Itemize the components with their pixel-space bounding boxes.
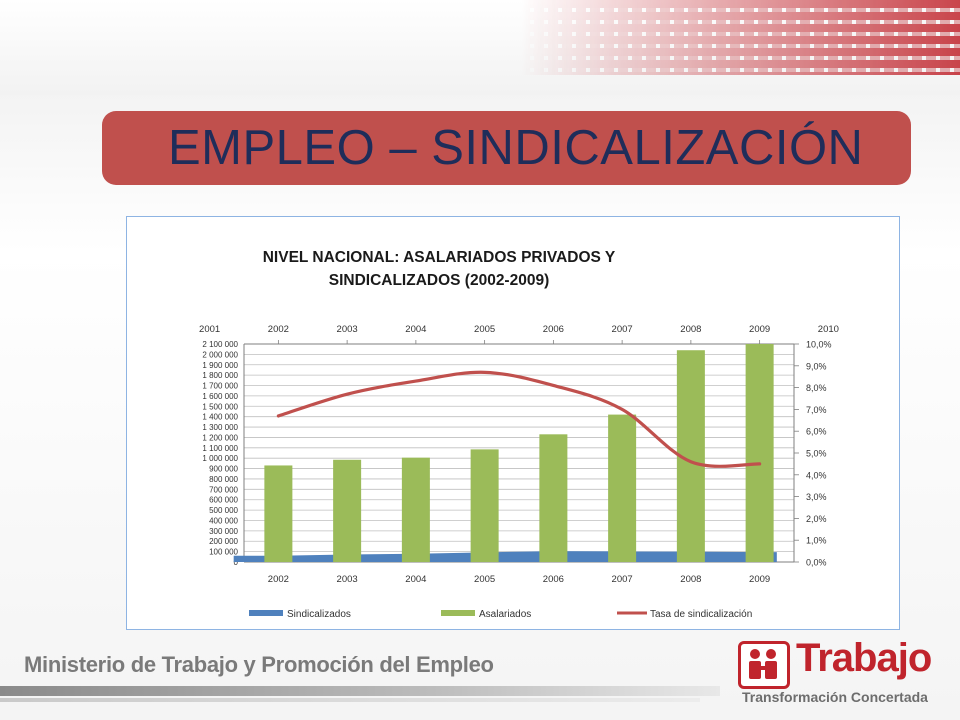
y2-tick-label: 9,0%	[806, 361, 827, 371]
y2-tick-label: 1,0%	[806, 536, 827, 546]
y-tick-label: 0	[234, 558, 239, 567]
footer-rule	[0, 686, 720, 696]
x-tick-label: 2007	[612, 574, 633, 585]
x-tick-label: 2009	[749, 574, 770, 585]
x-tick-label: 2006	[543, 574, 564, 585]
y2-tick-label: 8,0%	[806, 383, 827, 393]
legend-swatch	[249, 610, 283, 616]
footer-rule-secondary	[0, 698, 700, 702]
chart-frame: NIVEL NACIONAL: ASALARIADOS PRIVADOS Y S…	[126, 216, 900, 630]
x2-tick-label: 2008	[680, 324, 701, 335]
y2-tick-label: 2,0%	[806, 514, 827, 524]
x2-tick-label: 2005	[474, 324, 495, 335]
x2-tick-label: 2001	[199, 324, 220, 335]
asalariados-bar	[333, 459, 362, 562]
y-tick-label: 2 100 000	[202, 340, 238, 349]
y-tick-label: 300 000	[209, 527, 238, 536]
title-banner	[102, 111, 911, 185]
y2-tick-label: 5,0%	[806, 449, 827, 459]
x-tick-label: 2003	[337, 574, 358, 585]
x2-tick-label: 2007	[612, 324, 633, 335]
asalariados-bar	[401, 457, 430, 562]
slide-title: EMPLEO – SINDICALIZACIÓN	[168, 121, 864, 175]
x-tick-label: 2008	[680, 574, 701, 585]
y2-tick-label: 10,0%	[806, 340, 832, 350]
asalariados-bar	[608, 414, 637, 562]
legend-label: Sindicalizados	[287, 609, 351, 620]
y2-tick-label: 6,0%	[806, 427, 827, 437]
legend-label: Tasa de sindicalización	[650, 609, 752, 620]
x2-tick-label: 2002	[268, 324, 289, 335]
y2-tick-label: 4,0%	[806, 470, 827, 480]
x-tick-label: 2002	[268, 574, 289, 585]
logo-tagline: Transformación Concertada	[742, 689, 928, 705]
y-tick-label: 1 000 000	[202, 454, 238, 463]
decorative-pattern-overlay	[520, 0, 960, 75]
y-tick-label: 600 000	[209, 496, 238, 505]
asalariados-bar	[470, 449, 499, 562]
y-tick-label: 400 000	[209, 516, 238, 525]
x-tick-label: 2005	[474, 574, 495, 585]
x2-tick-label: 2010	[818, 324, 839, 335]
y-tick-label: 1 100 000	[202, 444, 238, 453]
asalariados-bar	[264, 465, 293, 562]
y2-tick-label: 0,0%	[806, 558, 827, 568]
y-tick-label: 1 200 000	[202, 433, 238, 442]
y-tick-label: 200 000	[209, 537, 238, 546]
y-tick-label: 100 000	[209, 548, 238, 557]
x2-tick-label: 2009	[749, 324, 770, 335]
x-tick-label: 2004	[405, 574, 426, 585]
legend-swatch	[441, 610, 475, 616]
y-tick-label: 1 400 000	[202, 413, 238, 422]
sindicalizados-area	[233, 551, 777, 562]
y-tick-label: 900 000	[209, 465, 238, 474]
y-tick-label: 1 500 000	[202, 402, 238, 411]
chart-legend: Sindicalizados Asalariados Tasa de sindica…	[249, 609, 752, 620]
y-tick-label: 1 700 000	[202, 382, 238, 391]
tasa-line	[276, 370, 762, 468]
y-tick-label: 1 600 000	[202, 392, 238, 401]
x2-tick-label: 2004	[405, 324, 426, 335]
y-tick-label: 500 000	[209, 506, 238, 515]
y-tick-label: 1 900 000	[202, 361, 238, 370]
asalariados-bar	[745, 344, 774, 562]
x2-tick-label: 2003	[337, 324, 358, 335]
logo-figures-icon	[749, 649, 777, 679]
ministry-name: Ministerio de Trabajo y Promoción del Em…	[24, 652, 494, 677]
y2-tick-label: 3,0%	[806, 492, 827, 502]
logo-brand-name: Trabajo	[796, 636, 932, 680]
y-tick-label: 1 800 000	[202, 371, 238, 380]
y-tick-label: 1 300 000	[202, 423, 238, 432]
chart-title-line-2: SINDICALIZADOS (2002-2009)	[329, 272, 550, 289]
y2-tick-label: 7,0%	[806, 405, 827, 415]
y-tick-label: 800 000	[209, 475, 238, 484]
asalariados-bar	[539, 434, 568, 562]
trabajo-logo-icon	[738, 641, 790, 689]
y-tick-label: 2 000 000	[202, 350, 238, 359]
legend-label: Asalariados	[479, 609, 531, 620]
chart-title-line-1: NIVEL NACIONAL: ASALARIADOS PRIVADOS Y	[263, 249, 616, 266]
chart: NIVEL NACIONAL: ASALARIADOS PRIVADOS Y S…	[199, 249, 839, 620]
y-tick-label: 700 000	[209, 485, 238, 494]
x2-tick-label: 2006	[543, 324, 564, 335]
